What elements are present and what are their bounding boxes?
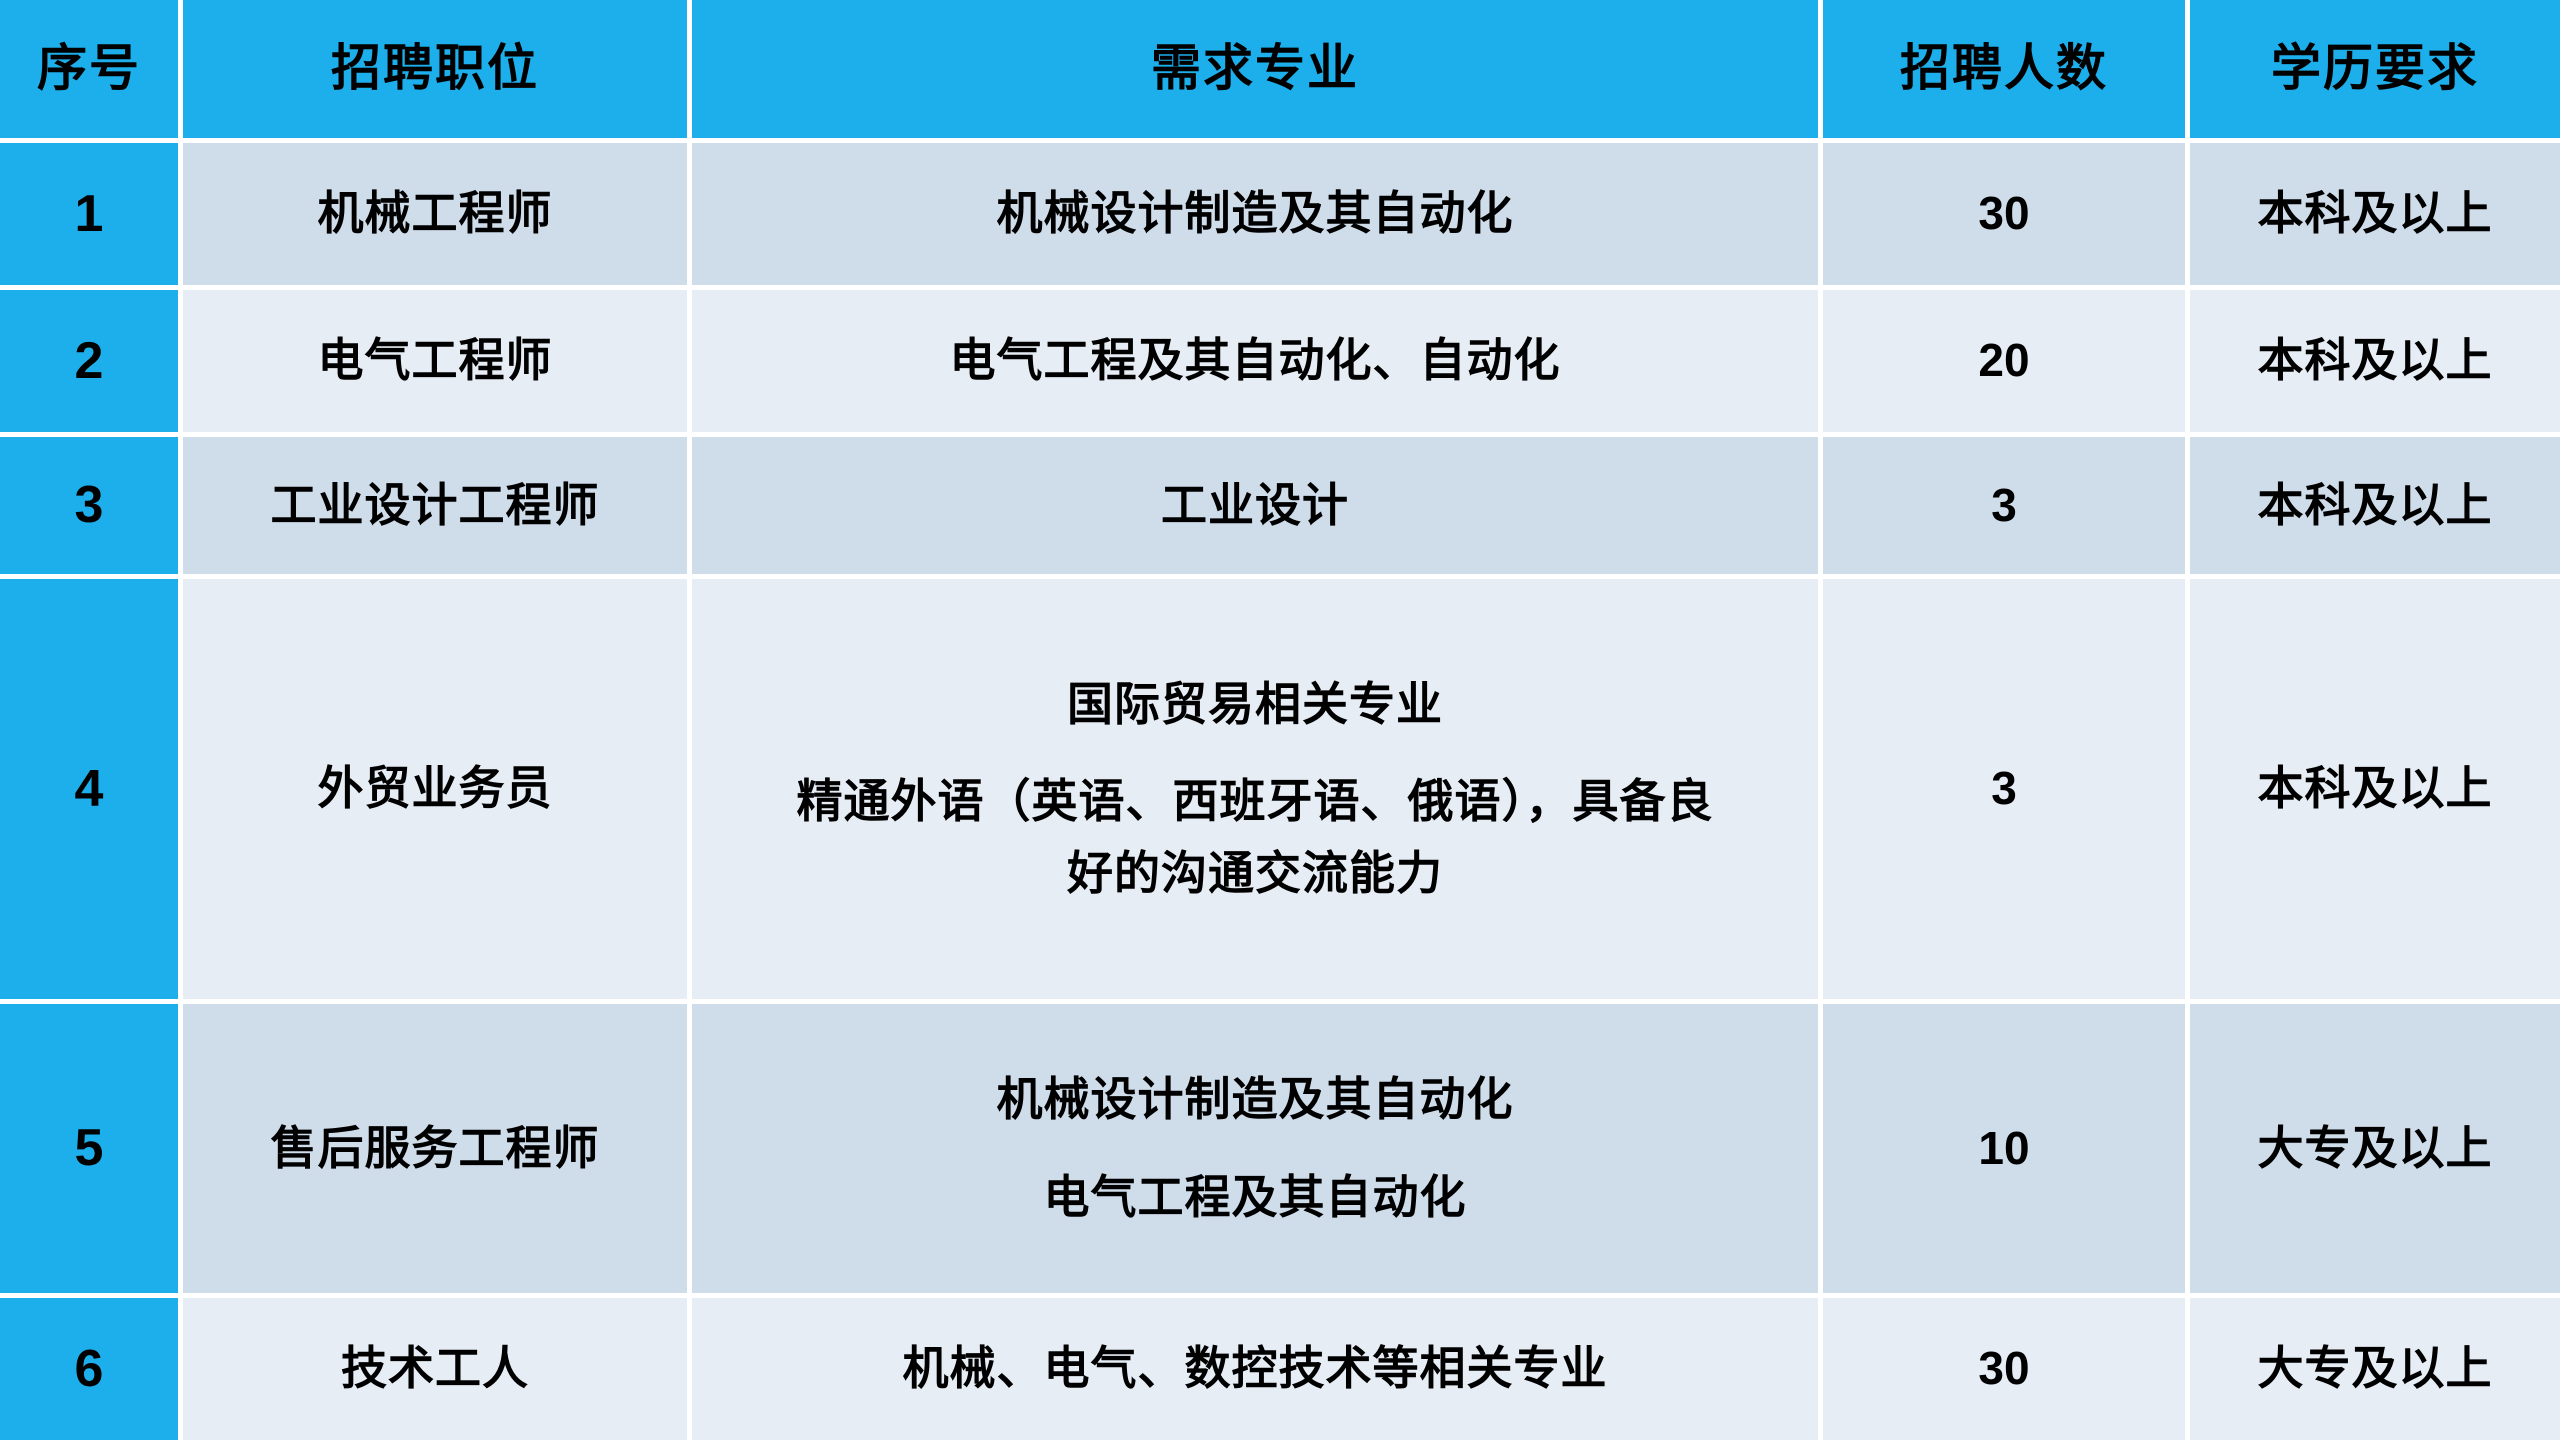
major-line: 电气工程及其自动化 — [1043, 1170, 1467, 1223]
row-headcount: 30 — [1823, 1298, 2190, 1440]
table-row: 1 机械工程师 机械设计制造及其自动化 30 本科及以上 — [0, 143, 2560, 290]
table-row: 2 电气工程师 电气工程及其自动化、自动化 20 本科及以上 — [0, 289, 2560, 437]
row-education: 本科及以上 — [2190, 143, 2560, 290]
major-line-gap — [702, 1136, 1808, 1162]
row-education: 本科及以上 — [2190, 436, 2560, 579]
row-sequence: 6 — [0, 1298, 183, 1440]
table-row: 5 售后服务工程师 机械设计制造及其自动化 电气工程及其自动化 10 大专及以上 — [0, 1004, 2560, 1299]
table-row: 6 技术工人 机械、电气、数控技术等相关专业 30 大专及以上 — [0, 1298, 2560, 1440]
row-sequence: 2 — [0, 289, 183, 437]
row-position: 技术工人 — [183, 1298, 692, 1440]
row-headcount: 30 — [1823, 143, 2190, 290]
row-education: 大专及以上 — [2190, 1004, 2560, 1299]
table-header: 序号 招聘职位 需求专业 招聘人数 学历要求 — [0, 0, 2560, 143]
row-headcount: 10 — [1823, 1004, 2190, 1299]
major-line: 工业设计 — [1161, 478, 1349, 531]
major-line: 国际贸易相关专业 — [1067, 678, 1443, 731]
major-line: 机械设计制造及其自动化 — [996, 1073, 1514, 1126]
column-header-education: 学历要求 — [2190, 0, 2560, 143]
row-sequence: 3 — [0, 436, 183, 579]
major-line: 机械、电气、数控技术等相关专业 — [902, 1342, 1608, 1395]
row-position: 外贸业务员 — [183, 578, 692, 1005]
row-education: 大专及以上 — [2190, 1298, 2560, 1440]
row-sequence: 1 — [0, 143, 183, 290]
row-education: 本科及以上 — [2190, 578, 2560, 1005]
header-row: 序号 招聘职位 需求专业 招聘人数 学历要求 — [0, 0, 2560, 143]
major-line: 机械设计制造及其自动化 — [996, 187, 1514, 240]
row-position: 机械工程师 — [183, 143, 692, 290]
column-header-sequence: 序号 — [0, 0, 183, 143]
row-position: 电气工程师 — [183, 289, 692, 437]
row-major: 工业设计 — [692, 436, 1823, 579]
major-line: 好的沟通交流能力 — [1067, 846, 1443, 899]
row-headcount: 3 — [1823, 436, 2190, 579]
column-header-major: 需求专业 — [692, 0, 1823, 143]
row-major: 电气工程及其自动化、自动化 — [692, 289, 1823, 437]
row-sequence: 4 — [0, 578, 183, 1005]
major-line-gap — [702, 740, 1808, 766]
row-major: 机械设计制造及其自动化 — [692, 143, 1823, 290]
row-headcount: 3 — [1823, 578, 2190, 1005]
table-row: 3 工业设计工程师 工业设计 3 本科及以上 — [0, 436, 2560, 579]
table-row: 4 外贸业务员 国际贸易相关专业 精通外语（英语、西班牙语、俄语），具备良 好的… — [0, 578, 2560, 1005]
column-header-position: 招聘职位 — [183, 0, 692, 143]
row-position: 售后服务工程师 — [183, 1004, 692, 1299]
column-header-headcount: 招聘人数 — [1823, 0, 2190, 143]
major-line: 电气工程及其自动化、自动化 — [949, 334, 1561, 387]
row-headcount: 20 — [1823, 289, 2190, 437]
major-line: 精通外语（英语、西班牙语、俄语），具备良 — [796, 775, 1714, 828]
row-major: 国际贸易相关专业 精通外语（英语、西班牙语、俄语），具备良 好的沟通交流能力 — [692, 578, 1823, 1005]
row-major: 机械、电气、数控技术等相关专业 — [692, 1298, 1823, 1440]
row-major: 机械设计制造及其自动化 电气工程及其自动化 — [692, 1004, 1823, 1299]
row-education: 本科及以上 — [2190, 289, 2560, 437]
table-body: 1 机械工程师 机械设计制造及其自动化 30 本科及以上 2 电气工程师 电气工… — [0, 143, 2560, 1440]
row-position: 工业设计工程师 — [183, 436, 692, 579]
row-sequence: 5 — [0, 1004, 183, 1299]
